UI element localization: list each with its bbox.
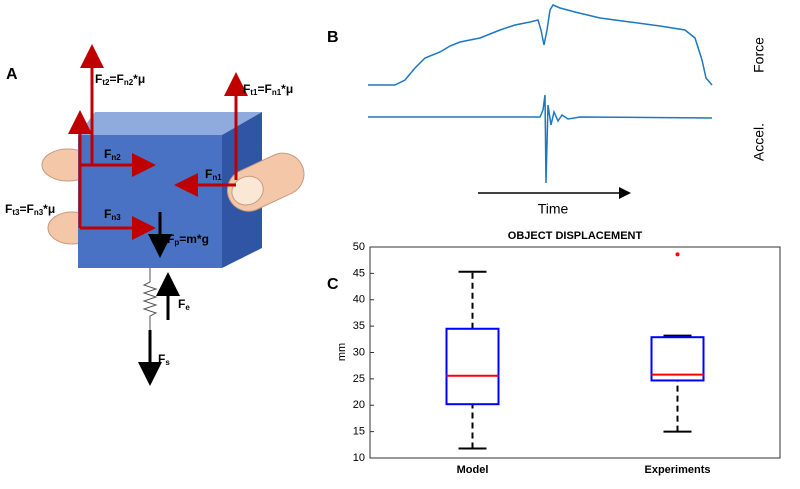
label-part: *μ [43,202,55,216]
force-label: Fn3 [104,207,121,222]
subscript: n1 [272,88,282,97]
force-label: Fp=m*g [167,232,209,247]
y-tick-label: 25 [353,373,365,385]
x-tick-label: Model [457,464,489,476]
force-label: Ft1=Fn1*μ [243,82,293,97]
time-label: Time [538,201,569,217]
subscript: t2 [102,78,110,87]
label-part: F [104,147,111,161]
label-part: F [167,232,174,246]
label-part: F [178,297,185,311]
cube-top [78,112,262,135]
force-label: Fn2 [104,147,121,162]
y-tick-label: 40 [353,294,365,306]
label-part: F [205,167,212,181]
panel-letter: B [327,29,339,46]
label-part: *μ [133,72,145,86]
x-tick-label: Experiments [644,464,710,476]
subscript: s [165,358,170,367]
label-part: *μ [281,82,293,96]
label-part: F [104,207,111,221]
label-part: =F [19,202,33,216]
subscript: n3 [34,208,44,217]
force-trace [368,4,713,86]
y-tick-label: 35 [353,320,365,332]
label-part: F [5,202,12,216]
y-tick-label: 45 [353,267,365,279]
subscript: t1 [250,88,258,97]
y-tick-label: 20 [353,399,365,411]
force-arrows [68,44,248,240]
y-tick-label: 30 [353,346,365,358]
subscript: p [174,238,179,247]
label-part: =m*g [179,232,209,246]
force-label: Force [751,37,767,73]
black-arrows [138,212,180,386]
cube-front [78,135,222,268]
spring [142,268,158,330]
subscript: n2 [111,153,121,162]
label-part: =F [109,72,123,86]
thumb [226,152,305,212]
panel-letter: A [6,66,18,83]
subscript: n3 [111,213,121,222]
force-label: Fe [178,297,190,312]
y-axis-label: mm [336,343,348,361]
force-label: Ft3=Fn3*μ [5,202,55,217]
chart-title: OBJECT DISPLACEMENT [508,230,643,242]
plot-frame [369,246,781,459]
label-part: =F [257,82,271,96]
y-tick-label: 50 [353,241,365,253]
subscript: n2 [124,78,134,87]
subscript: e [185,303,190,312]
panel-letter: C [327,276,339,293]
force-label: Fs [158,352,170,367]
y-tick-label: 15 [353,426,365,438]
outlier [675,252,680,257]
label-part: F [158,352,165,366]
force-label: Fn1 [205,167,222,182]
y-tick-label: 10 [353,452,365,464]
force-label: Ft2=Fn2*μ [95,72,145,87]
label-part: F [95,72,102,86]
subscript: n1 [212,173,222,182]
accel-trace [368,94,713,184]
box [650,336,705,382]
subscript: t3 [12,208,20,217]
accel-label: Accel. [751,123,767,161]
label-part: F [243,82,250,96]
box [445,327,500,406]
